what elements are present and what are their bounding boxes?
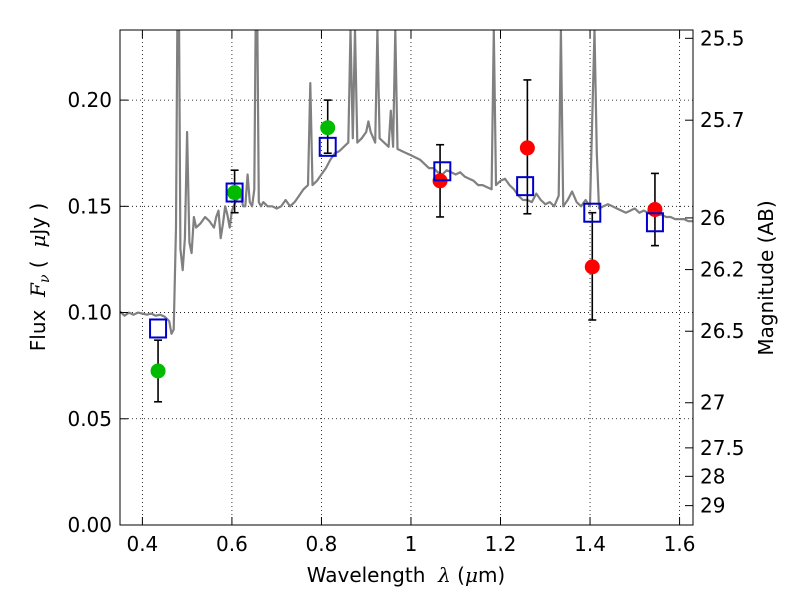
photometry-point (320, 120, 336, 136)
mag-tick-label: 26.5 (700, 319, 745, 343)
photometry-point (647, 202, 663, 218)
y-tick-label: 0.00 (67, 513, 112, 537)
mag-tick-label: 26 (700, 206, 725, 230)
markers (149, 120, 664, 379)
model-square (149, 318, 168, 339)
x-ticks: 0.4 0.6 0.8 1 1.2 1.4 1.6 (126, 30, 695, 556)
grid (120, 30, 693, 526)
mag-tick-label: 26.2 (700, 258, 745, 282)
x-tick-label: 0.6 (216, 532, 248, 556)
y-tick-label: 0.10 (67, 301, 112, 325)
y-axis-label: Flux Fν ( μJy ) (26, 203, 53, 351)
y-tick-label: 0.20 (67, 88, 112, 112)
y-tick-label: 0.05 (67, 407, 112, 431)
model-square (516, 176, 535, 197)
model-square (318, 136, 337, 157)
mag-tick-label: 28 (700, 464, 725, 488)
photometry-point (227, 185, 243, 201)
mag-tick-label: 27.5 (700, 436, 745, 460)
mag-tick-label: 25.5 (700, 26, 745, 50)
photometry-point (584, 259, 600, 275)
x-tick-label: 1.4 (574, 532, 606, 556)
model-square (433, 161, 452, 182)
y-tick-label: 0.15 (67, 194, 112, 218)
x-tick-label: 1 (405, 532, 418, 556)
x-tick-label: 0.8 (306, 532, 338, 556)
model-square (583, 202, 602, 223)
spectrum (120, 30, 693, 335)
x-tick-label: 1.2 (485, 532, 517, 556)
photometry-point (519, 140, 535, 156)
model-square (645, 212, 664, 233)
photometry-point (150, 363, 166, 379)
error-bars (154, 79, 659, 403)
spectrum-line (120, 30, 693, 335)
model-square (225, 182, 244, 203)
magnitude-ticks: 25.5 25.7 26 26.2 26.5 27 27.5 28 29 (685, 26, 745, 518)
x-tick-label: 1.6 (664, 532, 696, 556)
mag-tick-label: 25.7 (700, 108, 745, 132)
mag-tick-label: 27 (700, 391, 725, 415)
y-ticks: 0.00 0.05 0.10 0.15 0.20 (67, 88, 128, 537)
x-axis-label: Wavelength λ (μm) (307, 563, 506, 587)
x-tick-label: 0.4 (126, 532, 158, 556)
y2-axis-label: Magnitude (AB) (754, 200, 778, 355)
mag-tick-label: 29 (700, 494, 725, 518)
plot-frame (119, 29, 694, 526)
